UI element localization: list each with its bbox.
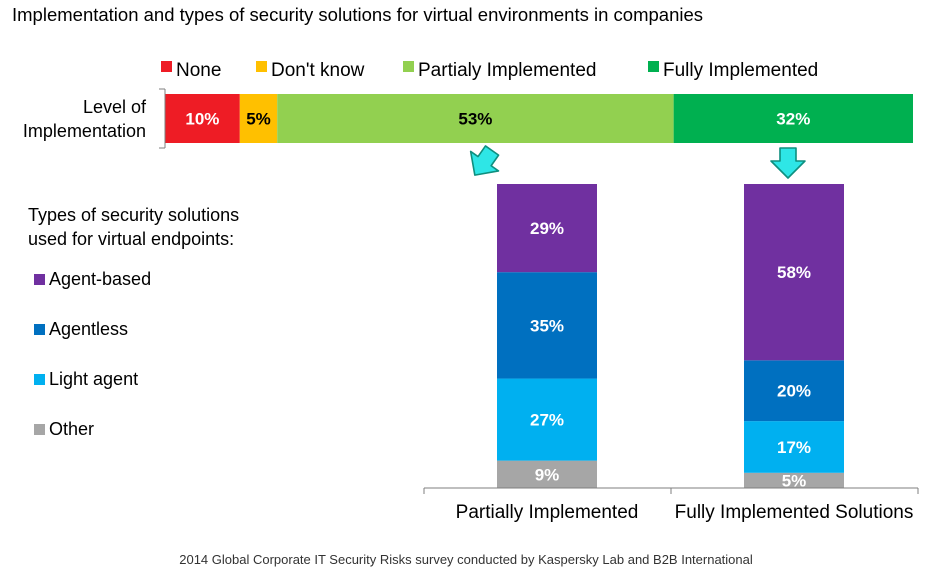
top-legend-swatch-fully-implemented: [648, 61, 659, 72]
column-label-agentless: 20%: [777, 382, 811, 401]
arrows: [469, 145, 806, 179]
column-segment-agent-based: [497, 184, 597, 273]
top-legend-swatch-none: [161, 61, 172, 72]
column-label-agent-based: 58%: [777, 263, 811, 282]
column-segment-light-agent: [744, 421, 844, 473]
side-legend-swatch-light-agent: [34, 374, 45, 385]
top-bar-segment-don-t-know: [239, 94, 278, 143]
top-stacked-bar: 10% 5% 53% 32%: [159, 88, 913, 149]
side-legend-label-other: Other: [49, 419, 94, 439]
side-legend-label-agentless: Agentless: [49, 319, 128, 339]
column-label-agent-based: 29%: [530, 219, 564, 238]
side-legend-swatch-agent-based: [34, 274, 45, 285]
top-bar-segment-partialy-implemented: [277, 94, 674, 143]
down-arrow-icon: [770, 147, 806, 179]
column-axis: Partially Implemented Fully Implemented S…: [423, 487, 919, 523]
top-bar-segment-none: [165, 94, 240, 143]
column-segment-other: [497, 460, 597, 488]
top-legend-label-don-t-know: Don't know: [271, 60, 365, 81]
top-bar-label-partialy-implemented: 53%: [458, 110, 492, 129]
top-bar-segment-fully-implemented: [673, 94, 913, 143]
top-legend-label-none: None: [176, 60, 221, 81]
column-label-other: 5%: [782, 471, 807, 490]
side-legend-title-line: used for virtual endpoints:: [28, 229, 234, 249]
top-bar-label-none: 10%: [185, 110, 219, 129]
source-note: 2014 Global Corporate IT Security Risks …: [179, 552, 753, 567]
top-category-label-line: Level of: [83, 97, 147, 117]
top-category-label-line: Implementation: [23, 121, 146, 141]
column-segment-light-agent: [497, 378, 597, 461]
column-segment-other: [744, 472, 844, 488]
column-segment-agentless: [744, 360, 844, 422]
column-label-light-agent: 17%: [777, 438, 811, 457]
side-legend-label-agent-based: Agent-based: [49, 269, 151, 289]
side-legend-title-line: Types of security solutions: [28, 205, 239, 225]
column-segment-agentless: [497, 272, 597, 379]
column-category-label: Partially Implemented: [456, 502, 639, 523]
side-legend-swatch-agentless: [34, 324, 45, 335]
column-label-other: 9%: [535, 465, 560, 484]
column-label-light-agent: 27%: [530, 411, 564, 430]
top-axis-label: Level of Implementation: [23, 97, 147, 141]
top-legend-label-fully-implemented: Fully Implemented: [663, 60, 818, 81]
top-legend-swatch-partialy-implemented: [403, 61, 414, 72]
top-bar-label-fully-implemented: 32%: [776, 110, 810, 129]
top-legend-label-partialy-implemented: Partialy Implemented: [418, 60, 596, 81]
chart-title: Implementation and types of security sol…: [12, 4, 703, 25]
column-segment-agent-based: [744, 184, 844, 361]
column-label-agentless: 35%: [530, 316, 564, 335]
top-legend: None Don't know Partialy Implemented Fully …: [161, 60, 818, 81]
top-legend-swatch-don-t-know: [256, 61, 267, 72]
side-legend-label-light-agent: Light agent: [49, 369, 138, 389]
column-bars: 9% 27% 35% 29% 5% 17% 20% 58%: [497, 184, 844, 490]
side-legend: Types of security solutions used for virt…: [28, 205, 239, 439]
side-legend-swatch-other: [34, 424, 45, 435]
down-arrow-icon: [469, 145, 500, 176]
top-bar-label-don-t-know: 5%: [246, 110, 271, 129]
column-category-label: Fully Implemented Solutions: [675, 502, 914, 523]
